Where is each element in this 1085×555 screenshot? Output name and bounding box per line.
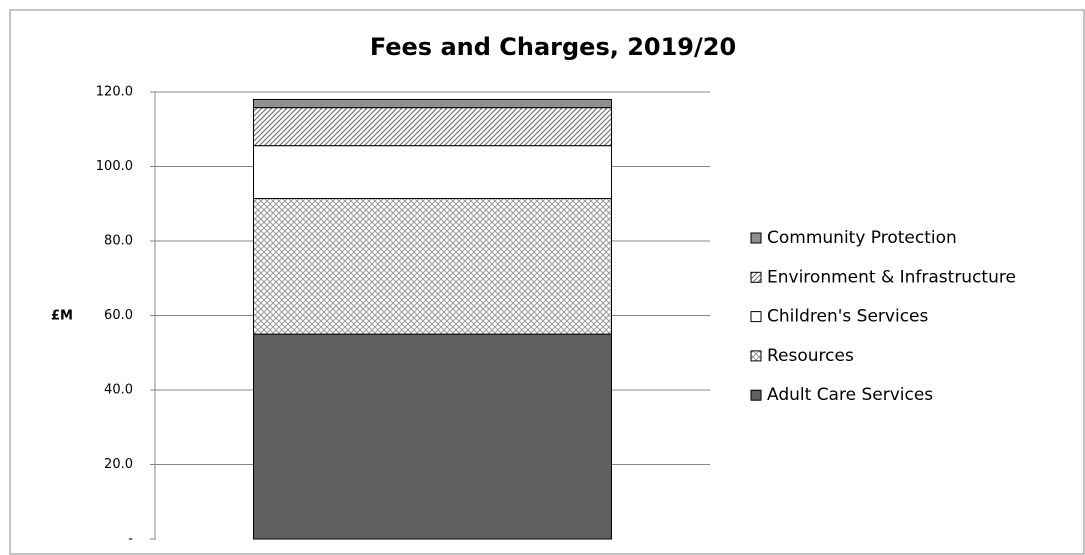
legend-swatch [750, 232, 762, 244]
bar-segment [253, 198, 612, 335]
y-axis-label: £M [51, 309, 73, 324]
legend-swatch [750, 389, 762, 401]
bar-segment [253, 98, 612, 109]
legend-label: Resources [767, 346, 854, 366]
y-tick-label: 120.0 [96, 85, 133, 100]
y-tick-label: 100.0 [96, 159, 133, 174]
bar-segment [253, 107, 612, 147]
legend-label: Environment & Infrastructure [767, 267, 1016, 287]
chart-frame [9, 9, 1085, 555]
legend-label: Community Protection [767, 228, 957, 248]
legend-swatch [750, 311, 762, 323]
y-tick-label: 60.0 [104, 308, 133, 323]
chart-title: Fees and Charges, 2019/20 [370, 33, 736, 61]
bar-segment [253, 145, 612, 200]
bar-segment [253, 333, 612, 540]
legend-label: Adult Care Services [767, 385, 933, 405]
y-tick-label: - [128, 532, 133, 547]
legend-swatch [750, 271, 762, 283]
legend-label: Children's Services [767, 307, 928, 327]
legend-swatch [750, 350, 762, 362]
y-tick-label: 20.0 [104, 457, 133, 472]
y-tick-label: 40.0 [104, 383, 133, 398]
y-tick-label: 80.0 [104, 234, 133, 249]
